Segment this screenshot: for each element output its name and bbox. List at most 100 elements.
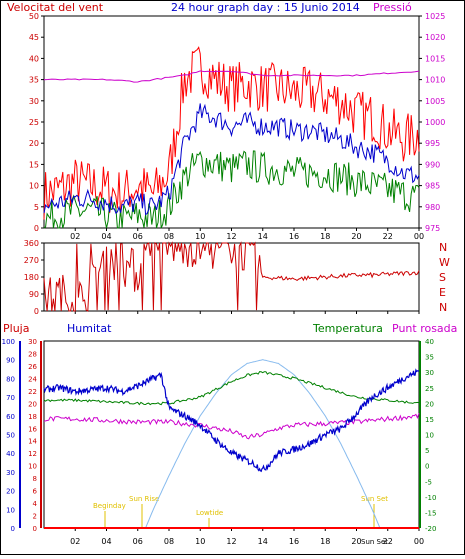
- wind-title: Velocitat del vent: [7, 1, 104, 14]
- temperature-y-tick-label: 15: [425, 416, 434, 424]
- legend-humidity: Humitat: [67, 322, 112, 335]
- wind-y-tick-label: 35: [29, 76, 39, 85]
- wind-x-tick-label: 16: [289, 232, 299, 241]
- wind-x-tick-label: 22: [383, 232, 393, 241]
- rain-y-tick-label: 8: [33, 475, 37, 483]
- rain-y-tick-label: 10: [28, 463, 37, 471]
- wind-x-tick-label: 10: [195, 232, 205, 241]
- rain-y-tick-label: 20: [28, 400, 37, 408]
- climate-x-tick-label: 22: [383, 537, 393, 546]
- label-beginday: Beginday: [93, 502, 126, 510]
- wind-y-tick-label: 25: [29, 118, 39, 127]
- temperature-y-tick-label: 35: [425, 354, 434, 362]
- pressure-y-tick-label: 975: [425, 224, 440, 233]
- wind-y-tick-label: 50: [29, 12, 39, 21]
- wind-y-tick-label: 30: [29, 97, 39, 106]
- wind-low-line: [43, 150, 420, 229]
- dir-label-e: E: [439, 286, 446, 299]
- rain-y-tick-label: 2: [33, 513, 37, 521]
- temperature-y-tick-label: 25: [425, 385, 434, 393]
- rain-y-tick-label: 4: [33, 500, 38, 508]
- temperature-y-tick-label: 10: [425, 432, 434, 440]
- humidity-y-tick-label: 10: [6, 506, 15, 514]
- wind-y-tick-label: 0: [34, 224, 39, 233]
- dewpoint-line: [43, 413, 420, 440]
- temperature-y-tick-label: -5: [425, 478, 432, 486]
- solar-curve: [145, 359, 381, 529]
- dir-label-n2: N: [439, 301, 447, 314]
- pressure-y-tick-label: 995: [425, 139, 440, 148]
- label-lowtide: Lowtide: [196, 509, 223, 517]
- pressure-y-tick-label: 1010: [425, 76, 445, 85]
- legend-dewpoint: Punt rosada: [392, 322, 457, 335]
- climate-x-tick-label: 12: [226, 537, 236, 546]
- climate-x-tick-label: 00: [414, 537, 424, 546]
- chart-marks: 0510152025303540455097598098599099510001…: [2, 12, 446, 546]
- wind-direction-line: [43, 241, 420, 312]
- temperature-y-tick-label: -10: [425, 494, 436, 502]
- label-sunrise: Sun Rise: [129, 495, 159, 503]
- temperature-y-tick-label: 0: [425, 463, 429, 471]
- wind-y-tick-label: 45: [29, 33, 39, 42]
- direction-y-tick-label: 180: [24, 273, 39, 282]
- wind-y-tick-label: 15: [29, 160, 39, 169]
- wind-avg-line: [43, 103, 420, 216]
- humidity-y-tick-label: 90: [6, 357, 15, 365]
- climate-x-tick-label: 02: [70, 537, 80, 546]
- rain-y-tick-label: 22: [28, 388, 37, 396]
- wind-x-tick-label: 02: [70, 232, 80, 241]
- direction-y-tick-label: 0: [34, 307, 39, 316]
- climate-x-tick-label: 18: [320, 537, 330, 546]
- climate-x-tick-label: 08: [164, 537, 174, 546]
- pressure-y-tick-label: 990: [425, 160, 440, 169]
- humidity-line: [43, 368, 420, 473]
- pressure-y-tick-label: 1025: [425, 12, 445, 21]
- climate-x-tick-label: 14: [258, 537, 268, 546]
- direction-panel-frame: [43, 242, 420, 312]
- wind-y-tick-label: 10: [29, 182, 39, 191]
- humidity-y-tick-label: 50: [6, 432, 15, 440]
- legend-temperature: Temperatura: [312, 322, 383, 335]
- humidity-y-tick-label: 30: [6, 469, 15, 477]
- temperature-line: [43, 371, 420, 406]
- direction-y-tick-label: 90: [29, 290, 39, 299]
- dir-label-w: W: [439, 256, 450, 269]
- humidity-y-tick-label: 80: [6, 375, 15, 383]
- temperature-y-tick-label: 5: [425, 447, 429, 455]
- graph-title: 24 hour graph day : 15 Junio 2014: [171, 1, 360, 14]
- humidity-y-tick-label: 0: [11, 525, 15, 533]
- pressure-title: Pressió: [373, 1, 412, 14]
- wind-x-tick-label: 04: [101, 232, 111, 241]
- wind-x-tick-label: 08: [164, 232, 174, 241]
- rain-y-tick-label: 12: [28, 450, 37, 458]
- rain-y-tick-label: 6: [33, 488, 38, 496]
- pressure-line: [43, 70, 420, 83]
- pressure-y-tick-label: 985: [425, 182, 440, 191]
- pressure-y-tick-label: 1015: [425, 54, 445, 63]
- wind-x-tick-label: 20: [351, 232, 361, 241]
- rain-y-tick-label: 24: [28, 375, 37, 383]
- wind-gust-line: [43, 46, 420, 220]
- wind-x-tick-label: 06: [133, 232, 143, 241]
- climate-x-tick-label: 10: [195, 537, 205, 546]
- wind-x-tick-label: 12: [226, 232, 236, 241]
- rain-y-tick-label: 26: [28, 363, 37, 371]
- temperature-y-tick-label: -15: [425, 509, 436, 517]
- humidity-y-tick-label: 60: [6, 413, 15, 421]
- pressure-y-tick-label: 1005: [425, 97, 445, 106]
- rain-y-tick-label: 0: [33, 525, 37, 533]
- rain-y-tick-label: 14: [28, 438, 37, 446]
- pressure-y-tick-label: 980: [425, 203, 440, 212]
- wind-panel-frame: [43, 15, 420, 229]
- humidity-y-tick-label: 40: [6, 450, 15, 458]
- temperature-y-tick-label: 30: [425, 369, 434, 377]
- rain-y-tick-label: 28: [28, 350, 37, 358]
- rain-y-tick-label: 16: [28, 425, 37, 433]
- wind-x-tick-label: 18: [320, 232, 330, 241]
- wind-y-tick-label: 40: [29, 54, 39, 63]
- rain-y-tick-label: 30: [28, 338, 37, 346]
- direction-y-tick-label: 270: [24, 256, 39, 265]
- climate-panel-frame: [43, 340, 420, 529]
